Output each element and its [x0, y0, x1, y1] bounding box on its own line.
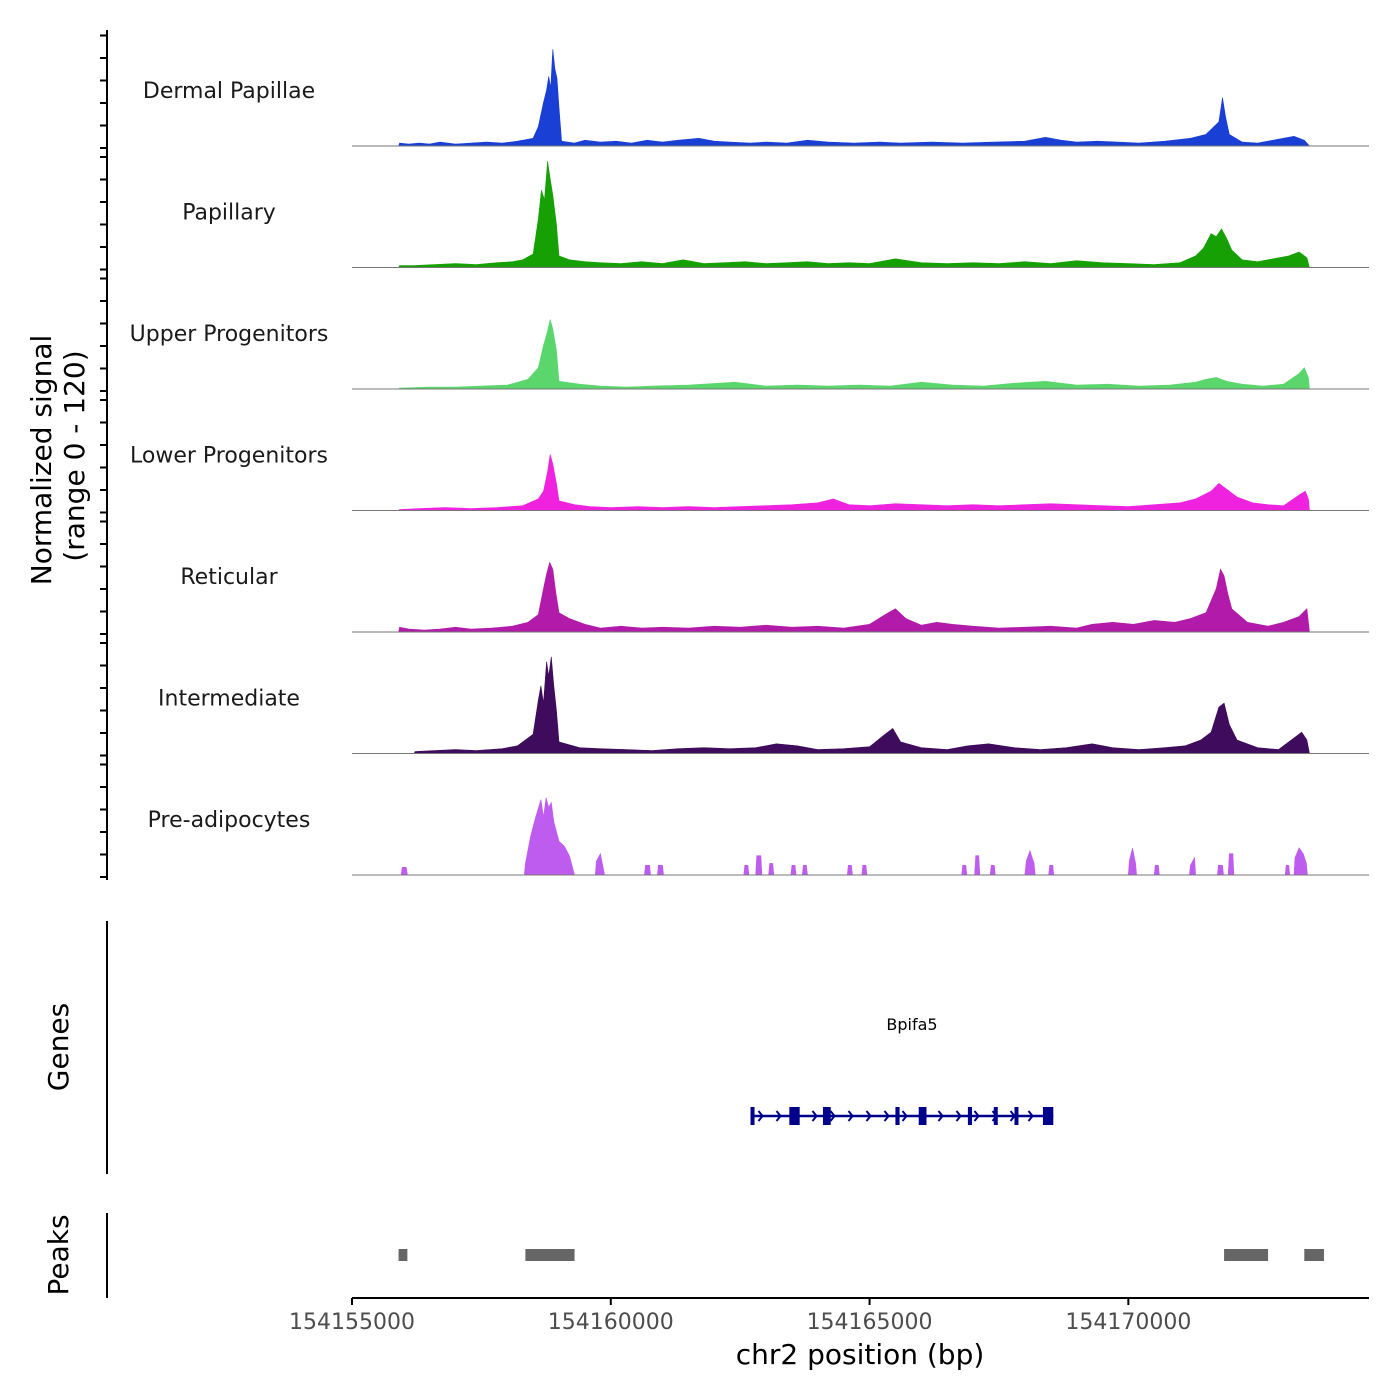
strand-arrow	[883, 1110, 890, 1122]
x-axis-ticks: 154155000 154160000 154165000 154170000	[289, 1298, 1191, 1335]
strand-arrow	[865, 1110, 872, 1122]
track-label-5: Intermediate	[158, 687, 300, 712]
gene-model	[750, 1107, 1054, 1125]
strand-arrow	[937, 1110, 944, 1122]
gene-exon-4	[918, 1107, 927, 1125]
track-label-6: Pre-adipocytes	[148, 808, 311, 833]
signal-area-4	[398, 561, 1310, 633]
signal-area-5	[413, 656, 1310, 754]
x-axis-title: chr2 position (bp)	[736, 1338, 985, 1371]
peak-region-1	[525, 1249, 575, 1261]
strand-arrow	[847, 1110, 854, 1122]
strand-arrow	[811, 1110, 818, 1122]
track-label-2: Upper Progenitors	[130, 322, 329, 347]
signal-y-ticks	[100, 34, 107, 878]
gene-name-label: Bpifa5	[886, 1015, 937, 1034]
gene-exon-3	[895, 1107, 900, 1125]
peak-regions	[398, 1249, 1324, 1261]
x-tick-label: 154170000	[1065, 1310, 1191, 1335]
track-label-3: Lower Progenitors	[130, 444, 328, 469]
strand-arrow	[901, 1110, 908, 1122]
signal-area-2	[397, 319, 1310, 390]
x-tick-label: 154155000	[289, 1310, 415, 1335]
strand-arrow	[955, 1110, 962, 1122]
gene-exon-0	[750, 1107, 755, 1125]
gene-exon-2	[822, 1107, 831, 1125]
gene-exon-6	[993, 1107, 998, 1125]
gene-exon-7	[1014, 1107, 1019, 1125]
genes-panel-label: Genes	[42, 1003, 75, 1091]
x-tick-label: 154160000	[548, 1310, 674, 1335]
peak-region-3	[1304, 1249, 1324, 1261]
track-label-4: Reticular	[180, 565, 278, 590]
strand-arrow	[1027, 1110, 1034, 1122]
y-axis-range: (range 0 - 120)	[58, 350, 91, 561]
signal-area-1	[398, 161, 1310, 268]
strand-arrow	[757, 1110, 764, 1122]
gene-exon-1	[789, 1107, 800, 1125]
track-label-0: Dermal Papillae	[143, 79, 315, 104]
signal-area-6	[400, 797, 1308, 876]
signal-tracks: Dermal Papillae Papillary Upper Progenitor…	[130, 49, 1369, 876]
gene-exon-8	[1042, 1107, 1054, 1125]
gene-exon-5	[967, 1107, 973, 1125]
peaks-panel-label: Peaks	[42, 1214, 75, 1295]
peak-region-0	[398, 1249, 408, 1261]
y-axis-title: Normalized signal	[25, 335, 58, 586]
strand-arrow	[973, 1110, 980, 1122]
x-tick-label: 154165000	[807, 1310, 933, 1335]
strand-arrow	[775, 1110, 782, 1122]
signal-area-0	[398, 49, 1311, 147]
strand-arrow	[829, 1110, 836, 1122]
peak-region-2	[1224, 1249, 1269, 1261]
signal-area-3	[397, 454, 1310, 511]
track-label-1: Papillary	[182, 201, 276, 226]
